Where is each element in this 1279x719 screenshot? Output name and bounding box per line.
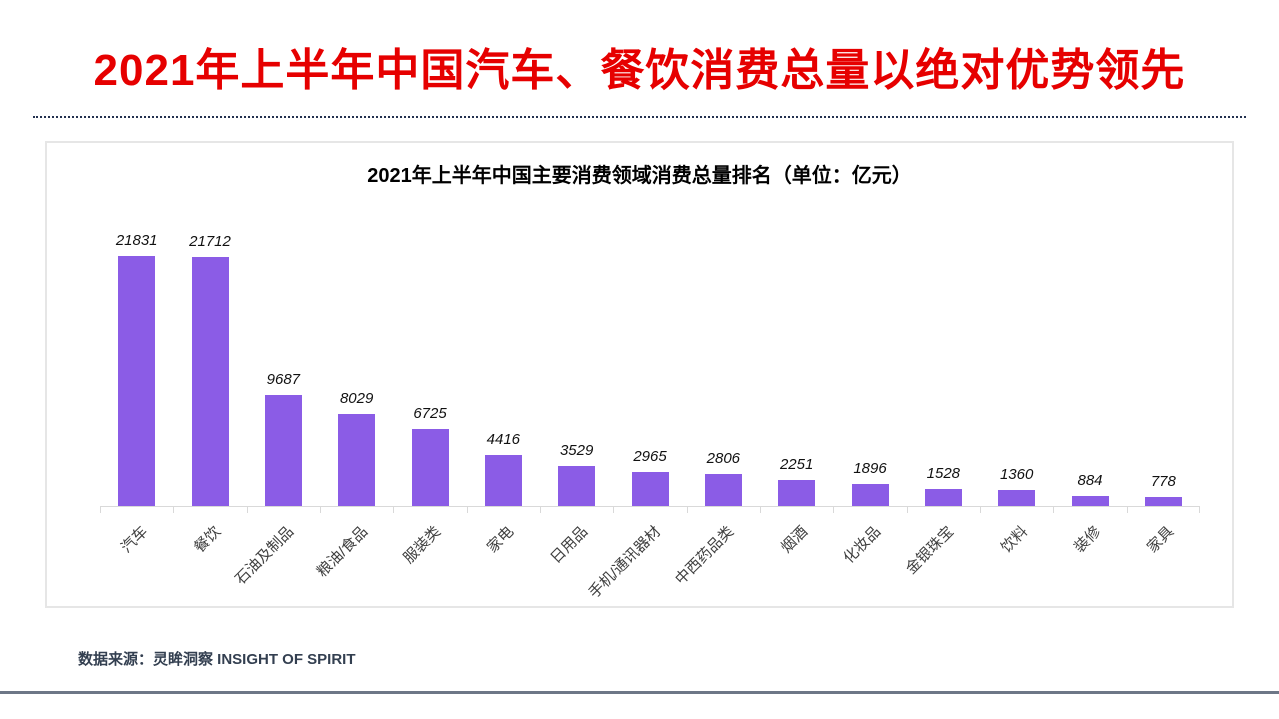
bar-value-label: 2806 — [706, 450, 741, 467]
bar — [998, 490, 1036, 506]
axis-tick — [540, 507, 541, 513]
axis-tick — [467, 507, 468, 513]
bar-value-label: 21831 — [115, 232, 158, 249]
bar-value-label: 2251 — [779, 456, 814, 473]
bar — [778, 480, 816, 506]
title-divider — [33, 116, 1246, 118]
axis-tick — [1053, 507, 1054, 513]
bar-value-label: 1528 — [926, 465, 961, 482]
bar — [924, 489, 962, 506]
bar-value-label: 2965 — [633, 448, 667, 465]
bar-chart: 21831 汽车 21712 餐饮 9687 石油及制品 8029 粮油/食品 6725 服装类 4… — [100, 143, 1200, 602]
bar — [338, 414, 376, 506]
bar-value-label: 6725 — [413, 405, 447, 422]
axis-tick — [760, 507, 761, 513]
bar-value-label: 8029 — [339, 390, 374, 407]
axis-tick — [173, 507, 174, 513]
axis-tick — [320, 507, 321, 513]
axis-tick — [980, 507, 981, 513]
chart-title: 2021年上半年中国主要消费领域消费总量排名（单位：亿元） — [367, 165, 912, 187]
axis-tick — [907, 507, 908, 513]
page-title: 2021年上半年中国汽车、餐饮消费总量以绝对优势领先 — [93, 46, 1186, 95]
bar — [264, 395, 302, 506]
bottom-rule — [0, 691, 1279, 694]
bar — [484, 455, 522, 506]
bar-value-label: 884 — [1077, 472, 1103, 489]
axis-tick — [247, 507, 248, 513]
axis-tick — [1127, 507, 1128, 513]
bar — [411, 429, 449, 506]
bar — [118, 256, 156, 506]
bar-value-label: 1896 — [853, 460, 887, 477]
bar-value-label: 21712 — [189, 233, 231, 250]
bar — [851, 484, 889, 506]
data-source: 数据来源：灵眸洞察 INSIGHT OF SPIRIT — [78, 651, 356, 668]
bar — [704, 474, 742, 506]
bar-value-label: 3529 — [559, 442, 594, 459]
bar-value-label: 9687 — [266, 371, 301, 388]
bar — [191, 257, 229, 506]
bar — [1144, 497, 1182, 506]
chart-panel: 2021年上半年中国主要消费领域消费总量排名（单位：亿元） 21831 汽车 217… — [45, 141, 1234, 608]
axis-tick — [393, 507, 394, 513]
axis-tick — [687, 507, 688, 513]
axis-tick — [100, 507, 101, 513]
axis-tick — [833, 507, 834, 513]
bar-value-label: 1360 — [999, 466, 1034, 483]
bar — [558, 466, 596, 506]
axis-tick — [1199, 507, 1200, 513]
axis-tick — [613, 507, 614, 513]
bar — [1071, 496, 1109, 506]
bar-value-label: 778 — [1150, 473, 1176, 490]
bar-value-label: 4416 — [486, 431, 521, 448]
bar — [631, 472, 669, 506]
